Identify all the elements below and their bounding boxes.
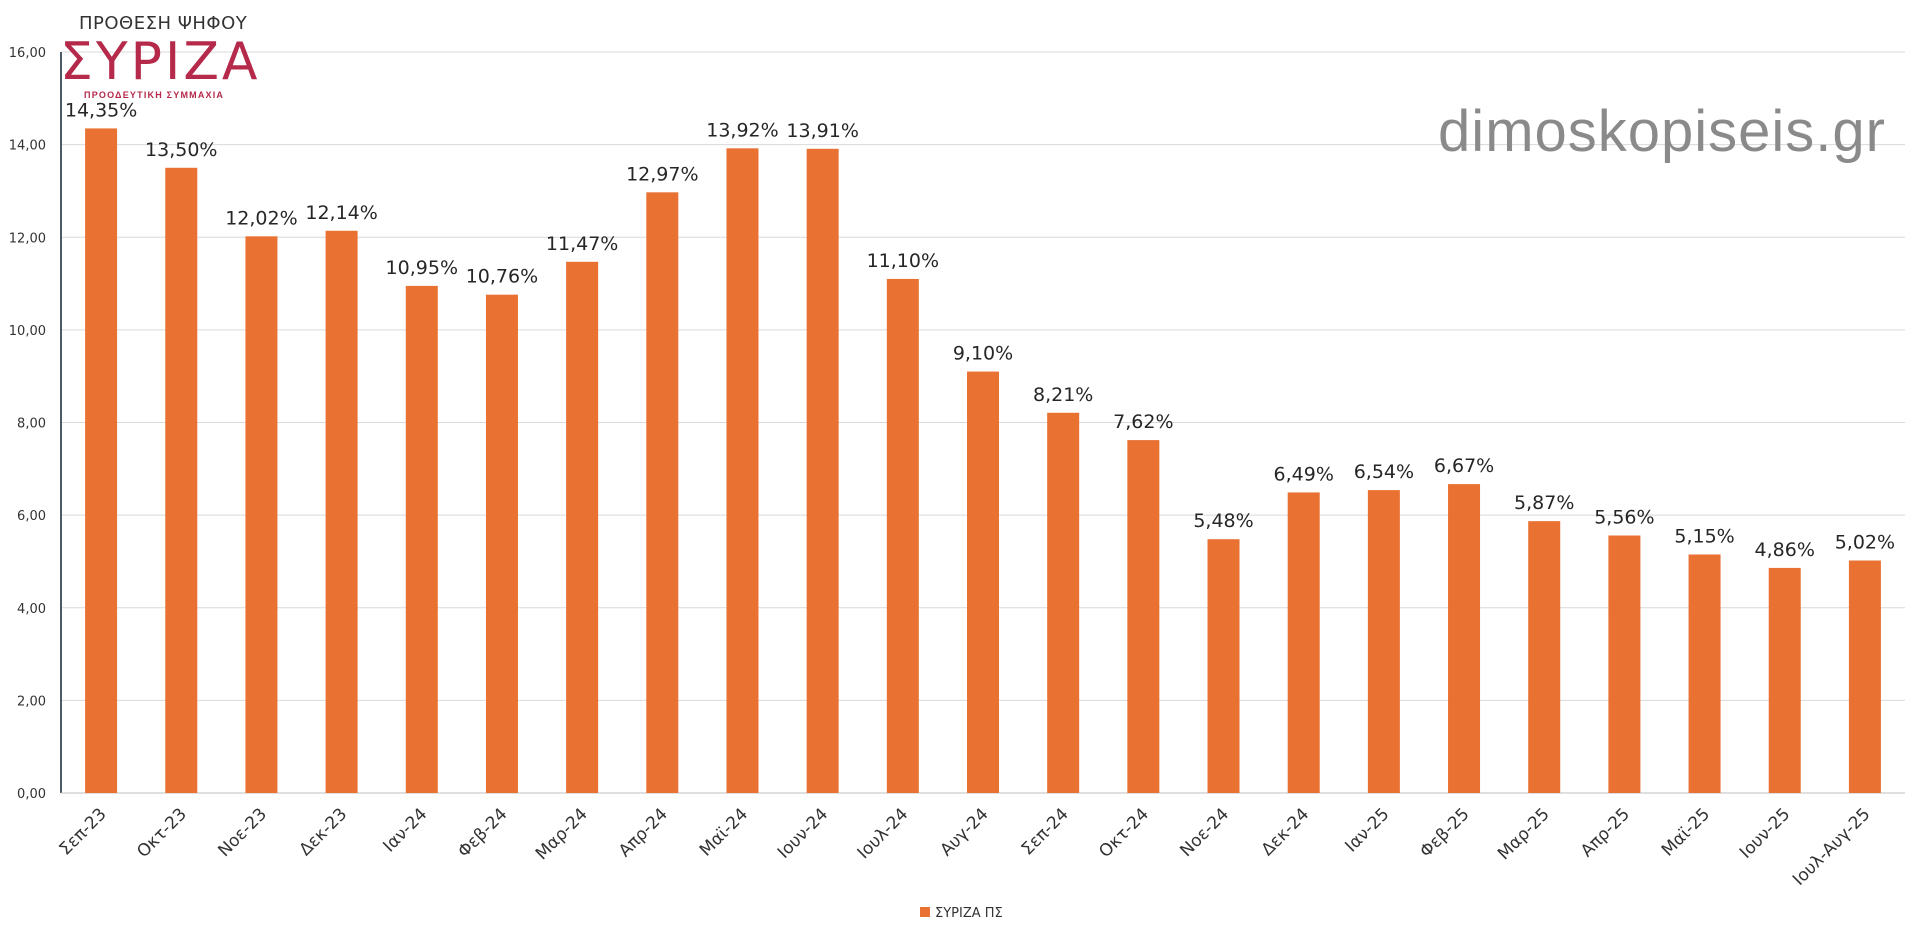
data-label: 5,48% bbox=[1193, 510, 1253, 532]
data-label: 7,62% bbox=[1113, 411, 1173, 433]
x-tick-label: Νοε-23 bbox=[214, 804, 271, 861]
y-tick-label: 2,00 bbox=[17, 694, 46, 709]
x-tick-label: Ιουν-24 bbox=[774, 804, 832, 862]
data-label: 5,56% bbox=[1594, 507, 1654, 529]
data-label: 14,35% bbox=[65, 99, 137, 121]
x-tick-label: Σεπ-24 bbox=[1018, 804, 1073, 859]
data-label: 6,49% bbox=[1274, 463, 1334, 485]
bar bbox=[405, 285, 438, 793]
data-label: 12,97% bbox=[626, 163, 698, 185]
bar bbox=[1768, 567, 1801, 793]
data-label: 9,10% bbox=[953, 343, 1013, 365]
x-tick-label: Οκτ-24 bbox=[1095, 804, 1153, 862]
bar bbox=[646, 192, 679, 793]
data-label: 8,21% bbox=[1033, 384, 1093, 406]
data-label: 5,87% bbox=[1514, 492, 1574, 514]
y-tick-label: 4,00 bbox=[17, 602, 46, 617]
data-label: 11,10% bbox=[867, 250, 939, 272]
y-tick-label: 12,00 bbox=[9, 231, 46, 246]
data-label: 6,67% bbox=[1434, 455, 1494, 477]
bar bbox=[1608, 535, 1641, 793]
y-tick-label: 14,00 bbox=[9, 139, 46, 154]
x-tick-label: Μαρ-25 bbox=[1494, 804, 1554, 864]
logo-subtitle: ΠΡΟΟΔΕΥΤΙΚΗ ΣΥΜΜΑΧΙΑ bbox=[84, 90, 225, 100]
x-tick-label: Ιαν-25 bbox=[1341, 804, 1393, 856]
x-tick-label: Ιουλ-24 bbox=[854, 804, 913, 863]
bar bbox=[566, 261, 599, 793]
data-label: 12,02% bbox=[225, 207, 297, 229]
chart-header-title: ΠΡΟΘΕΣΗ ΨΗΦΟΥ bbox=[79, 13, 248, 34]
bar bbox=[726, 148, 759, 793]
x-tick-label: Νοε-24 bbox=[1176, 804, 1233, 861]
logo-wordmark: ΣΥΡΙΖΑ bbox=[60, 32, 261, 92]
bar bbox=[1367, 490, 1400, 793]
data-label: 13,92% bbox=[706, 119, 778, 141]
y-tick-label: 16,00 bbox=[9, 46, 46, 61]
y-tick-label: 8,00 bbox=[17, 417, 46, 432]
bar bbox=[245, 236, 278, 794]
data-label: 11,47% bbox=[546, 233, 618, 255]
bar bbox=[485, 294, 518, 793]
x-tick-label: Οκτ-23 bbox=[133, 804, 191, 862]
data-label: 12,14% bbox=[305, 202, 377, 224]
data-label: 6,54% bbox=[1354, 461, 1414, 483]
y-tick-label: 0,00 bbox=[17, 787, 46, 802]
bar bbox=[1047, 412, 1080, 793]
bar bbox=[85, 128, 118, 793]
data-label: 4,86% bbox=[1755, 539, 1815, 561]
bar bbox=[967, 371, 999, 793]
watermark: dimoskopiseis.gr bbox=[1438, 99, 1886, 164]
data-label: 13,91% bbox=[786, 120, 858, 142]
x-tick-label: Φεβ-25 bbox=[1416, 804, 1473, 861]
x-tick-label: Φεβ-24 bbox=[454, 804, 511, 861]
data-label: 10,76% bbox=[466, 266, 538, 288]
data-label: 5,15% bbox=[1674, 525, 1734, 547]
data-label: 5,02% bbox=[1835, 532, 1895, 554]
x-tick-label: Ιουλ-Αυγ-25 bbox=[1789, 804, 1874, 889]
syriza-logo: ΣΥΡΙΖΑ ΠΡΟΟΔΕΥΤΙΚΗ ΣΥΜΜΑΧΙΑ bbox=[60, 36, 260, 116]
x-tick-label: Ιαν-24 bbox=[379, 804, 431, 856]
bar bbox=[1688, 554, 1721, 793]
data-label: 10,95% bbox=[386, 257, 458, 279]
bar bbox=[1207, 539, 1240, 793]
legend-label: ΣΥΡΙΖΑ ΠΣ bbox=[935, 906, 1003, 921]
x-tick-label: Δεκ-24 bbox=[1258, 804, 1314, 860]
x-tick-label: Μαϊ-25 bbox=[1658, 804, 1714, 860]
x-tick-label: Αυγ-24 bbox=[936, 804, 992, 860]
bar bbox=[1127, 440, 1160, 793]
x-tick-label: Ιουν-25 bbox=[1736, 804, 1794, 862]
bar bbox=[1287, 492, 1320, 793]
bar bbox=[1528, 521, 1561, 793]
bar bbox=[1848, 560, 1881, 793]
x-tick-label: Μαϊ-24 bbox=[696, 804, 752, 860]
x-tick-label: Απρ-24 bbox=[615, 804, 672, 861]
bar bbox=[165, 167, 198, 793]
x-tick-label: Απρ-25 bbox=[1577, 804, 1634, 861]
bar bbox=[1448, 484, 1481, 793]
legend-swatch bbox=[920, 907, 930, 917]
x-tick-label: Μαρ-24 bbox=[532, 804, 592, 864]
x-tick-label: Σεπ-23 bbox=[56, 804, 111, 859]
bar bbox=[325, 230, 358, 794]
bar bbox=[886, 278, 919, 793]
y-tick-label: 10,00 bbox=[9, 324, 46, 339]
x-tick-label: Δεκ-23 bbox=[296, 804, 352, 860]
bar bbox=[806, 148, 839, 794]
data-label: 13,50% bbox=[145, 139, 217, 161]
y-tick-label: 6,00 bbox=[17, 509, 46, 524]
